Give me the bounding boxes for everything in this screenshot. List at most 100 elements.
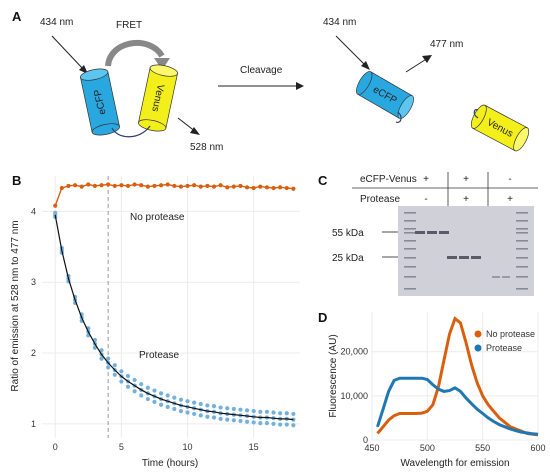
panel-b-x-ticks: 0 5 10 15 <box>53 442 259 452</box>
panel-d-plot-area <box>372 312 538 440</box>
protease-point <box>145 385 150 390</box>
protease-point <box>185 410 190 415</box>
protease-point <box>244 408 250 413</box>
panel-d-xtick-500: 500 <box>420 443 435 453</box>
protease-point <box>99 348 104 353</box>
ladder-band <box>404 220 416 222</box>
protease-fit-line <box>54 214 294 421</box>
mark-row2-col2: + <box>463 194 469 205</box>
band-cleaved <box>459 256 469 259</box>
band-intact <box>439 231 449 234</box>
protease-point <box>172 395 177 400</box>
emission-arrowhead-left <box>190 127 200 135</box>
protease-point <box>125 373 131 379</box>
protease-point <box>53 210 58 215</box>
fret-label: FRET <box>116 20 142 31</box>
protease-point <box>218 416 223 421</box>
panel-d-y-title: Fluorescence (AU) <box>328 334 339 417</box>
protease-point <box>264 421 270 426</box>
protease-point <box>284 411 289 416</box>
ladder-band <box>516 212 528 214</box>
ladder-band <box>516 288 528 290</box>
cleavage-label: Cleavage <box>240 65 283 76</box>
panel-b-ytick-3: 3 <box>31 277 36 287</box>
protease-point <box>178 397 184 402</box>
protease-point <box>152 388 157 393</box>
ladder-band <box>516 248 528 250</box>
panel-b-y-ticks: 1 2 3 4 <box>31 206 36 428</box>
protease-point <box>165 404 170 409</box>
protease-point <box>291 411 296 417</box>
panel-d-ytick-20,000: 20,000 <box>340 347 368 357</box>
ladder-band <box>404 228 416 230</box>
panel-b-grid <box>42 176 300 438</box>
ladder-band <box>516 266 528 268</box>
ladder-band <box>404 257 416 259</box>
ladder-band <box>404 266 416 268</box>
band-intact <box>415 231 425 234</box>
panel-b-x-title: Time (hours) <box>142 458 198 469</box>
protease-point <box>211 415 217 420</box>
protease-point <box>291 423 296 428</box>
legend-protease-label: Protease <box>486 343 522 353</box>
panel-b-xtick-10: 10 <box>183 442 193 452</box>
panel-d: D 450 500 550 600 0 10,000 20,000 No protease… <box>318 310 546 469</box>
band-cleaved <box>447 256 457 259</box>
panel-d-ytick-0: 0 <box>363 435 368 445</box>
panel-a-label: A <box>12 9 22 24</box>
excitation-arrowhead-right <box>361 61 370 70</box>
panel-d-grid <box>371 312 539 441</box>
protease-point <box>185 399 190 404</box>
band-protease <box>502 276 510 278</box>
marker-55kda-label: 55 kDa <box>332 228 364 239</box>
protease-point <box>211 404 217 409</box>
protease-point <box>145 396 150 402</box>
protease-point <box>271 421 276 426</box>
panel-b-ytick-2: 2 <box>31 348 36 358</box>
protease-point <box>132 377 137 383</box>
protease-point <box>125 384 131 389</box>
panel-b-ytick-4: 4 <box>31 206 36 216</box>
protease-point <box>152 399 157 404</box>
protease-point <box>172 406 177 412</box>
donor-cylinder-left: eCFP <box>80 68 120 136</box>
panel-d-xtick-600: 600 <box>530 443 545 453</box>
ladder-band <box>404 212 416 214</box>
protease-point <box>158 391 164 396</box>
panel-b-xtick-0: 0 <box>53 442 58 452</box>
panel-d-x-title: Wavelength for emission <box>400 458 509 469</box>
annotation-protease: Protease <box>139 350 179 361</box>
protease-point <box>192 411 197 417</box>
ladder-band <box>404 276 416 278</box>
ladder-band <box>404 232 416 234</box>
panel-c: C eCFP-Venus Protease + + - - + + 55 kDa… <box>318 172 538 296</box>
protease-point <box>165 393 170 398</box>
mark-row2-col1: - <box>424 194 427 205</box>
protease-point <box>284 422 289 427</box>
ladder-band <box>404 288 416 290</box>
gel-image <box>398 206 534 296</box>
protease-point <box>278 422 283 427</box>
emission-label-right: 477 nm <box>430 39 463 50</box>
panel-b-y-title: Ratio of emission at 528 nm to 477 nm <box>10 220 21 391</box>
protease-point <box>205 414 210 419</box>
legend-no-protease-dot <box>474 330 482 338</box>
ladder-band <box>516 220 528 222</box>
protease-point <box>238 418 243 424</box>
protease-point <box>205 403 210 408</box>
protease-point <box>225 417 230 422</box>
panel-b: B 0 5 10 15 1 2 3 4 No protease Protease Time … <box>10 173 300 469</box>
protease-point <box>198 401 203 407</box>
panel-d-x-ticks: 450 500 550 600 <box>364 443 545 453</box>
protease-point <box>139 382 144 387</box>
no-protease-spectrum <box>376 316 539 437</box>
panel-c-label: C <box>318 173 328 188</box>
protease-point <box>106 365 111 370</box>
protease-point <box>238 407 243 412</box>
band-cleaved <box>471 256 481 259</box>
protease-point <box>119 379 124 384</box>
mark-row2-col3: + <box>507 194 513 205</box>
protease-point <box>271 410 276 415</box>
band-intact <box>427 231 437 234</box>
